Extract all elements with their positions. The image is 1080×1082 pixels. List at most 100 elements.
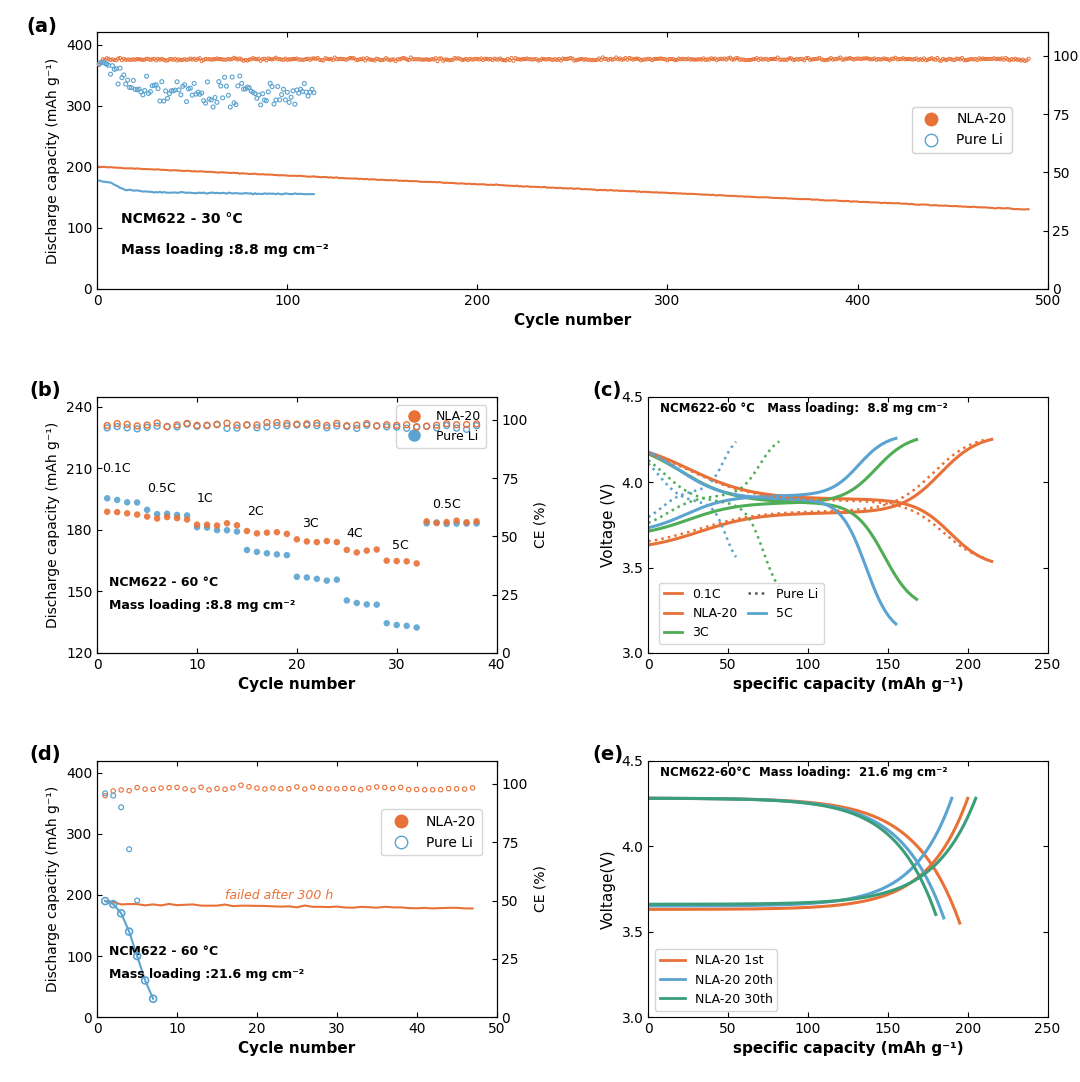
Point bbox=[129, 51, 146, 68]
Point bbox=[320, 780, 337, 797]
Point bbox=[824, 51, 841, 68]
Point bbox=[356, 52, 374, 69]
Point bbox=[228, 523, 245, 540]
Point bbox=[138, 50, 156, 67]
Point bbox=[664, 51, 681, 68]
Point bbox=[176, 51, 193, 68]
Point bbox=[939, 51, 956, 68]
Point bbox=[876, 50, 893, 67]
Point bbox=[731, 51, 748, 68]
Point bbox=[233, 51, 251, 68]
X-axis label: specific capacity (mAh g⁻¹): specific capacity (mAh g⁻¹) bbox=[732, 677, 963, 692]
Point bbox=[121, 782, 138, 800]
Point bbox=[982, 50, 999, 67]
Point bbox=[457, 50, 474, 67]
Point bbox=[368, 778, 386, 795]
Point bbox=[564, 50, 581, 67]
Point bbox=[193, 84, 211, 102]
Point bbox=[949, 50, 967, 67]
Point bbox=[967, 51, 984, 68]
Point bbox=[146, 77, 163, 94]
Point bbox=[140, 50, 158, 67]
Point bbox=[224, 68, 241, 85]
Point bbox=[671, 50, 688, 67]
Text: (c): (c) bbox=[592, 381, 622, 400]
Point bbox=[872, 51, 889, 68]
Text: (e): (e) bbox=[592, 745, 623, 764]
Point bbox=[881, 52, 899, 69]
Point bbox=[243, 51, 260, 68]
Point bbox=[144, 77, 161, 94]
Point bbox=[936, 51, 954, 68]
Point bbox=[252, 52, 269, 69]
Point bbox=[161, 779, 178, 796]
Point bbox=[359, 596, 376, 613]
Point bbox=[319, 419, 336, 436]
Text: 2C: 2C bbox=[247, 504, 264, 517]
Point bbox=[499, 50, 516, 67]
Point bbox=[901, 50, 918, 67]
Point bbox=[687, 51, 704, 68]
Point bbox=[814, 51, 832, 68]
Point bbox=[316, 50, 334, 67]
Point bbox=[349, 51, 366, 68]
Point bbox=[473, 50, 490, 67]
Point bbox=[199, 417, 216, 434]
Point bbox=[121, 51, 138, 68]
Point bbox=[536, 51, 553, 68]
Point bbox=[132, 83, 149, 101]
Point bbox=[268, 413, 285, 431]
Point bbox=[748, 50, 766, 67]
Point bbox=[404, 51, 421, 68]
Point bbox=[168, 52, 186, 69]
Point bbox=[94, 54, 111, 71]
Point bbox=[885, 50, 902, 67]
Point bbox=[438, 515, 456, 532]
Legend: NLA-20, Pure Li: NLA-20, Pure Li bbox=[381, 809, 482, 856]
Point bbox=[706, 50, 724, 67]
Point bbox=[724, 51, 741, 68]
Point bbox=[551, 51, 568, 68]
Point bbox=[136, 972, 153, 989]
Point bbox=[777, 51, 794, 68]
Point bbox=[396, 50, 414, 67]
Point bbox=[474, 51, 491, 68]
Legend: 0.1C, NLA-20, 3C, Pure Li, 5C: 0.1C, NLA-20, 3C, Pure Li, 5C bbox=[659, 583, 824, 644]
Point bbox=[484, 52, 501, 69]
Point bbox=[438, 51, 456, 68]
Point bbox=[246, 84, 264, 102]
Point bbox=[191, 85, 208, 103]
Point bbox=[661, 50, 678, 67]
Point bbox=[758, 50, 775, 67]
Point bbox=[716, 50, 733, 67]
Point bbox=[929, 50, 946, 67]
Legend: NLA-20, Pure Li: NLA-20, Pure Li bbox=[912, 107, 1012, 153]
Point bbox=[119, 419, 136, 436]
Point bbox=[378, 415, 395, 433]
Point bbox=[541, 51, 558, 68]
Point bbox=[148, 76, 165, 93]
Point bbox=[159, 505, 176, 523]
Point bbox=[809, 50, 826, 67]
Point bbox=[208, 522, 226, 539]
Point bbox=[991, 51, 1009, 68]
Point bbox=[436, 51, 454, 68]
Point bbox=[239, 52, 256, 69]
Point bbox=[663, 51, 680, 68]
Point bbox=[339, 50, 356, 67]
Point bbox=[516, 51, 534, 68]
Point bbox=[752, 50, 769, 67]
Text: Mass loading :8.8 mg cm⁻²: Mass loading :8.8 mg cm⁻² bbox=[109, 599, 296, 612]
Point bbox=[408, 781, 426, 799]
Y-axis label: Discharge capacity (mAh g⁻¹): Discharge capacity (mAh g⁻¹) bbox=[46, 786, 60, 992]
Point bbox=[216, 780, 233, 797]
Point bbox=[256, 50, 273, 67]
Point bbox=[566, 52, 583, 69]
Point bbox=[123, 51, 140, 68]
Point bbox=[244, 83, 261, 101]
Point bbox=[512, 51, 529, 68]
Point bbox=[684, 51, 701, 68]
Point bbox=[91, 56, 108, 74]
Point bbox=[634, 51, 651, 68]
Point bbox=[279, 414, 296, 432]
